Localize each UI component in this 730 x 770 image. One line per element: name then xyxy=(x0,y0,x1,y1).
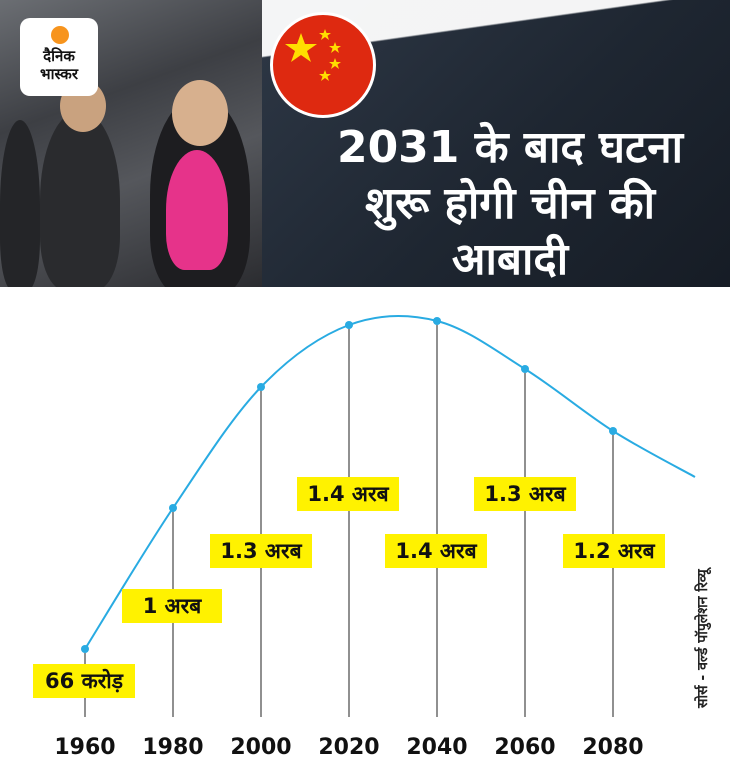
brand-logo: दैनिक भास्कर xyxy=(20,18,98,96)
x-tick-2080: 2080 xyxy=(582,735,644,760)
brand-line-1: दैनिक xyxy=(43,47,75,65)
value-label-2080: 1.2 अरब xyxy=(563,534,665,568)
data-point-2020 xyxy=(345,321,353,329)
x-tick-2060: 2060 xyxy=(494,735,556,760)
data-point-1980 xyxy=(169,504,177,512)
sun-icon xyxy=(51,26,69,44)
population-chart: 66 करोड़ 1 अरब 1.3 अरब 1.4 अरब 1.4 अरब 1.3 अर… xyxy=(0,287,730,770)
data-point-2060 xyxy=(521,365,529,373)
headline-line-1: 2031 के बाद घटना xyxy=(336,122,684,173)
data-point-2040 xyxy=(433,317,441,325)
headline-line-2: शुरू होगी चीन की xyxy=(365,178,655,229)
crowd-photo xyxy=(0,0,262,287)
data-point-2080 xyxy=(609,427,617,435)
value-label-1960: 66 करोड़ xyxy=(33,664,135,698)
x-tick-1980: 1980 xyxy=(142,735,204,760)
headline-line-3: आबादी xyxy=(451,234,569,285)
value-label-2060: 1.3 अरब xyxy=(474,477,576,511)
x-tick-2040: 2040 xyxy=(406,735,468,760)
header-banner: दैनिक भास्कर 2031 के बाद घटना शुरू होगी … xyxy=(0,0,730,287)
x-tick-2000: 2000 xyxy=(230,735,292,760)
x-tick-2020: 2020 xyxy=(318,735,380,760)
x-tick-1960: 1960 xyxy=(54,735,116,760)
source-note: सोर्स - वर्ल्ड पॉपुलेशन रिव्यू xyxy=(695,569,711,708)
data-point-1960 xyxy=(81,645,89,653)
headline: 2031 के बाद घटना शुरू होगी चीन की आबादी xyxy=(300,120,720,287)
value-label-1980: 1 अरब xyxy=(122,589,222,623)
value-label-2020: 1.4 अरब xyxy=(297,477,399,511)
brand-line-2: भास्कर xyxy=(40,65,78,83)
china-flag-icon xyxy=(270,12,376,118)
value-label-2040: 1.4 अरब xyxy=(385,534,487,568)
value-label-2000: 1.3 अरब xyxy=(210,534,312,568)
data-point-2000 xyxy=(257,383,265,391)
